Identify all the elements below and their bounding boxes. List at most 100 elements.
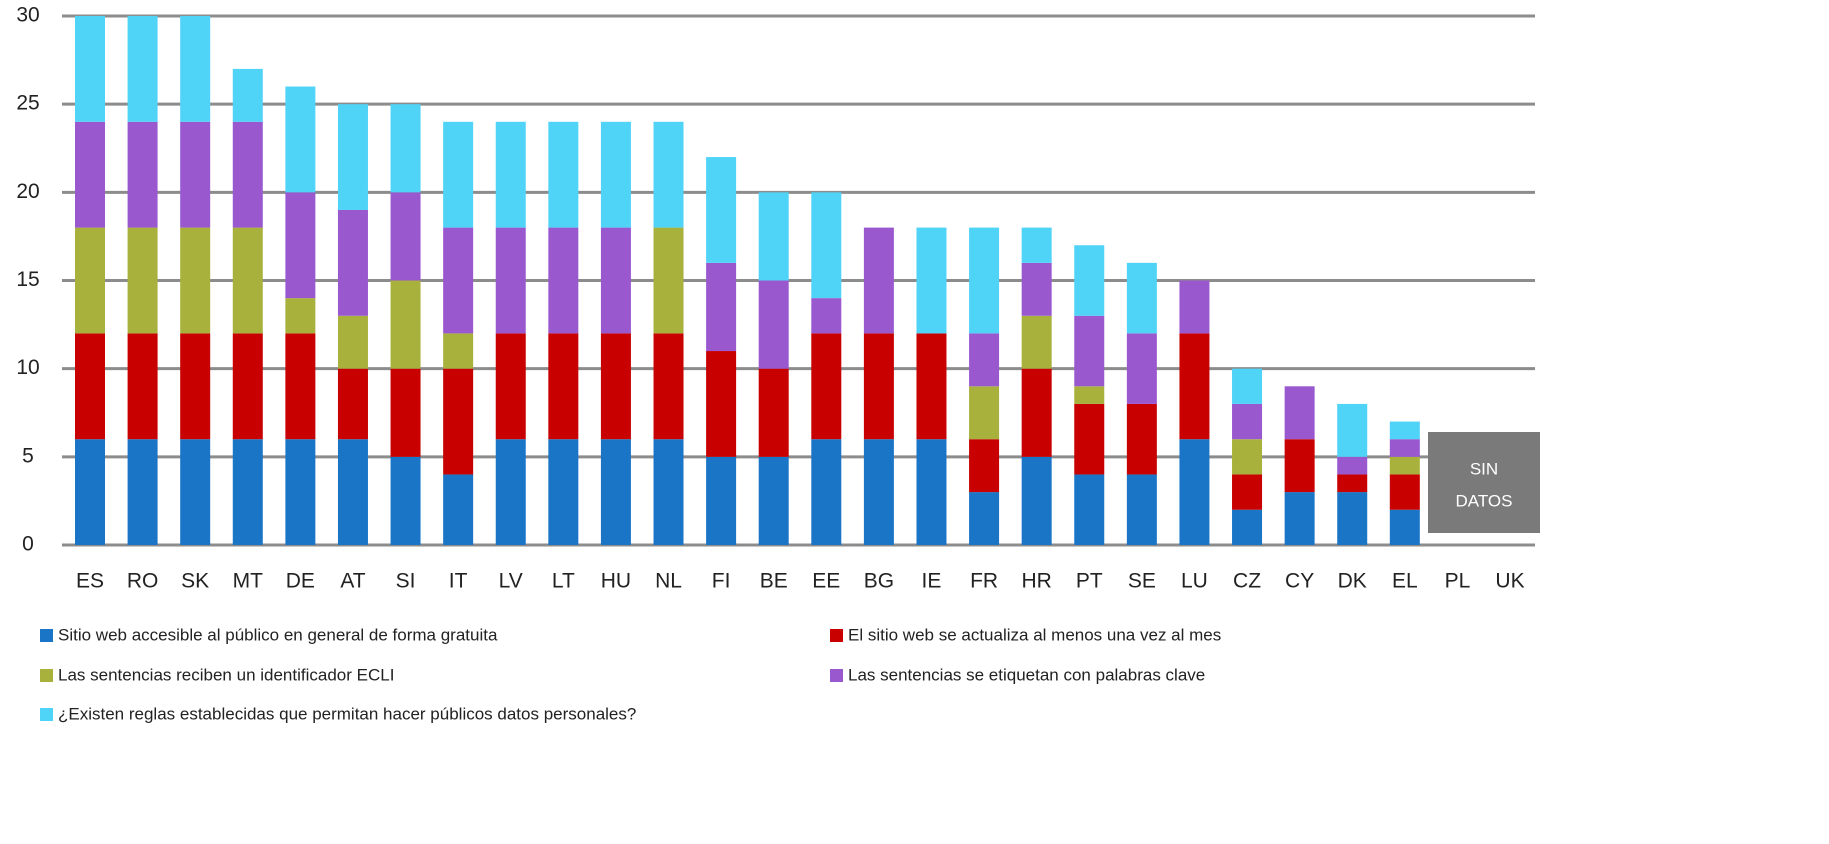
legend-label: Sitio web accesible al público en genera… [58,625,498,644]
bar-segment [390,104,421,193]
bar-segment [653,227,684,334]
x-tick-label: IT [449,570,468,593]
bar-segment [916,333,947,440]
bar-segment [127,16,158,122]
bar-segment [180,121,211,228]
bar-segment [548,121,579,228]
bar-segment [1021,262,1052,316]
bar-segment [495,439,526,545]
bar-segment [75,333,105,440]
bar-segment [285,439,316,545]
bar-segment [443,333,474,369]
legend-label: ¿Existen reglas establecidas que permita… [58,704,636,723]
legend-label: Las sentencias reciben un identificador … [58,665,394,684]
bar-segment [337,368,368,440]
x-tick-label: ES [76,570,104,593]
bar-segment [1126,333,1157,404]
bar-segment [443,121,474,228]
bar-segment [390,280,421,369]
bar-segment [1021,456,1052,545]
bar-segment [706,456,737,545]
legend-swatch [830,629,843,642]
bar-segment [758,192,789,281]
bar-segment [1126,262,1157,334]
bar-segment [811,192,842,299]
bar-segment [285,298,316,334]
bar-segment [180,333,211,440]
bar-segment [863,439,894,545]
bar-segment [1284,386,1315,440]
bar-segment [75,16,105,122]
bar-segment [1074,403,1105,475]
x-tick-label: BG [864,570,894,593]
bar-segment [706,157,737,263]
bar-segment [1232,509,1263,545]
bar-segment [180,227,211,334]
bar-segment [811,333,842,440]
bar-segment [706,351,737,457]
bar-segment [969,227,1000,334]
bar-segment [548,439,579,545]
bar-segment [1126,474,1157,545]
bar-segment [863,333,894,440]
bar-segment [390,192,421,281]
no-data-box [1428,432,1540,533]
legend-label: Las sentencias se etiquetan con palabras… [848,665,1205,684]
y-tick-label: 25 [16,92,39,115]
bar-segment [1074,386,1105,404]
x-tick-label: NL [655,570,682,593]
bar-segment [758,456,789,545]
legend-swatch [40,629,53,642]
x-tick-label: EE [812,570,840,593]
bar-segment [600,121,631,228]
bar-segment [600,227,631,334]
bar-segment [600,333,631,440]
bar-segment [285,86,316,193]
bar-segment [180,16,211,122]
x-tick-label: AT [340,570,365,593]
x-tick-label: SK [181,570,209,593]
bar-segment [548,333,579,440]
bar-segment [232,68,263,122]
bar-segment [390,456,421,545]
bar-segment [75,227,105,334]
x-tick-label: CZ [1233,570,1261,593]
x-tick-label: SI [396,570,416,593]
bar-segment [969,386,1000,440]
bar-segment [811,298,842,334]
bar-segment [390,368,421,457]
x-tick-label: MT [233,570,263,593]
bar-segment [863,227,894,334]
bar-segment [1126,403,1157,475]
legend-swatch [40,669,53,682]
bar-segment [232,227,263,334]
bar-segment [1337,492,1368,545]
bar-segment [969,492,1000,545]
bar-segment [1074,245,1105,316]
bar-segment [337,104,368,210]
bar-segment [285,333,316,440]
bar-segment [811,439,842,545]
bar-segment [1232,403,1263,440]
x-tick-label: PL [1445,570,1471,593]
bar-segment [916,439,947,545]
bar-segment [1179,333,1210,440]
bar-segment [127,121,158,228]
bar-segment [1337,403,1368,457]
bar-segment [1232,474,1263,510]
bar-segment [75,121,105,228]
bar-segment [1021,227,1052,263]
bar-segment [1074,315,1105,387]
bar-segment [232,333,263,440]
bar-segment [127,439,158,545]
bar-segment [495,333,526,440]
bar-segment [1337,474,1368,493]
legend-swatch [40,708,53,721]
bar-segment [337,209,368,316]
annotation: SIN [1470,459,1498,478]
x-tick-label: IE [922,570,942,593]
bar-segment [1179,280,1210,334]
bar-segment [969,439,1000,493]
x-tick-label: UK [1495,570,1524,593]
bar-segment [1232,439,1263,475]
